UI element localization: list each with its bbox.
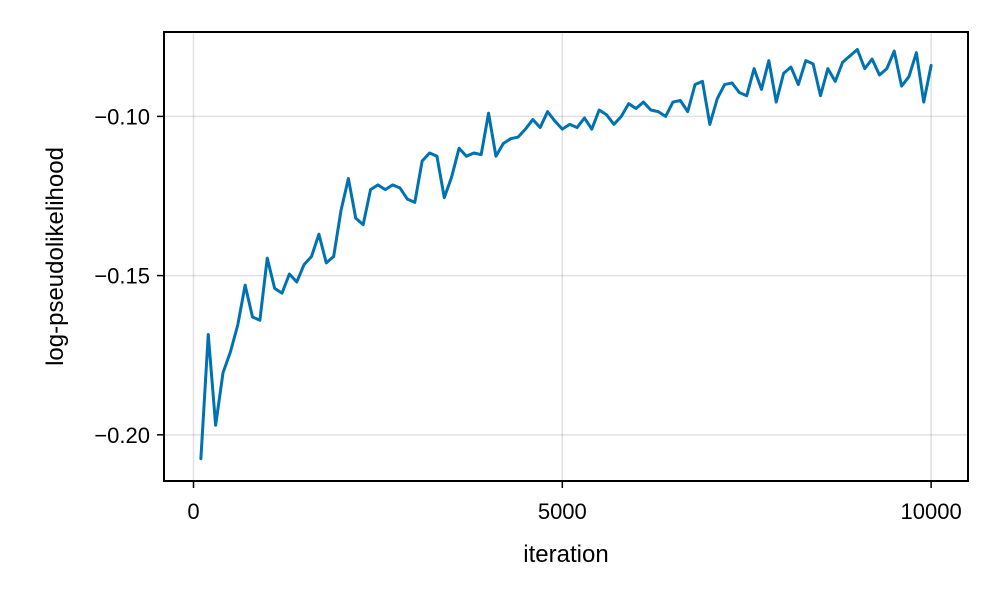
plot-frame	[163, 31, 969, 482]
y-axis-label: log-pseudolikelihood	[42, 147, 69, 366]
series-layer	[199, 48, 933, 461]
series-line	[199, 48, 933, 461]
y-tick-label: −0.15	[94, 264, 150, 289]
x-tick-label: 5000	[538, 499, 587, 524]
x-tick-label: 10000	[901, 499, 962, 524]
y-axis: −0.20 −0.15 −0.10	[94, 104, 164, 448]
x-axis-label: iteration	[523, 541, 608, 568]
x-tick-label: 0	[187, 499, 199, 524]
x-axis: 0 5000 10000	[187, 481, 962, 524]
grid-layer	[164, 32, 968, 481]
y-tick-label: −0.20	[94, 423, 150, 448]
y-tick-label: −0.10	[94, 104, 150, 129]
